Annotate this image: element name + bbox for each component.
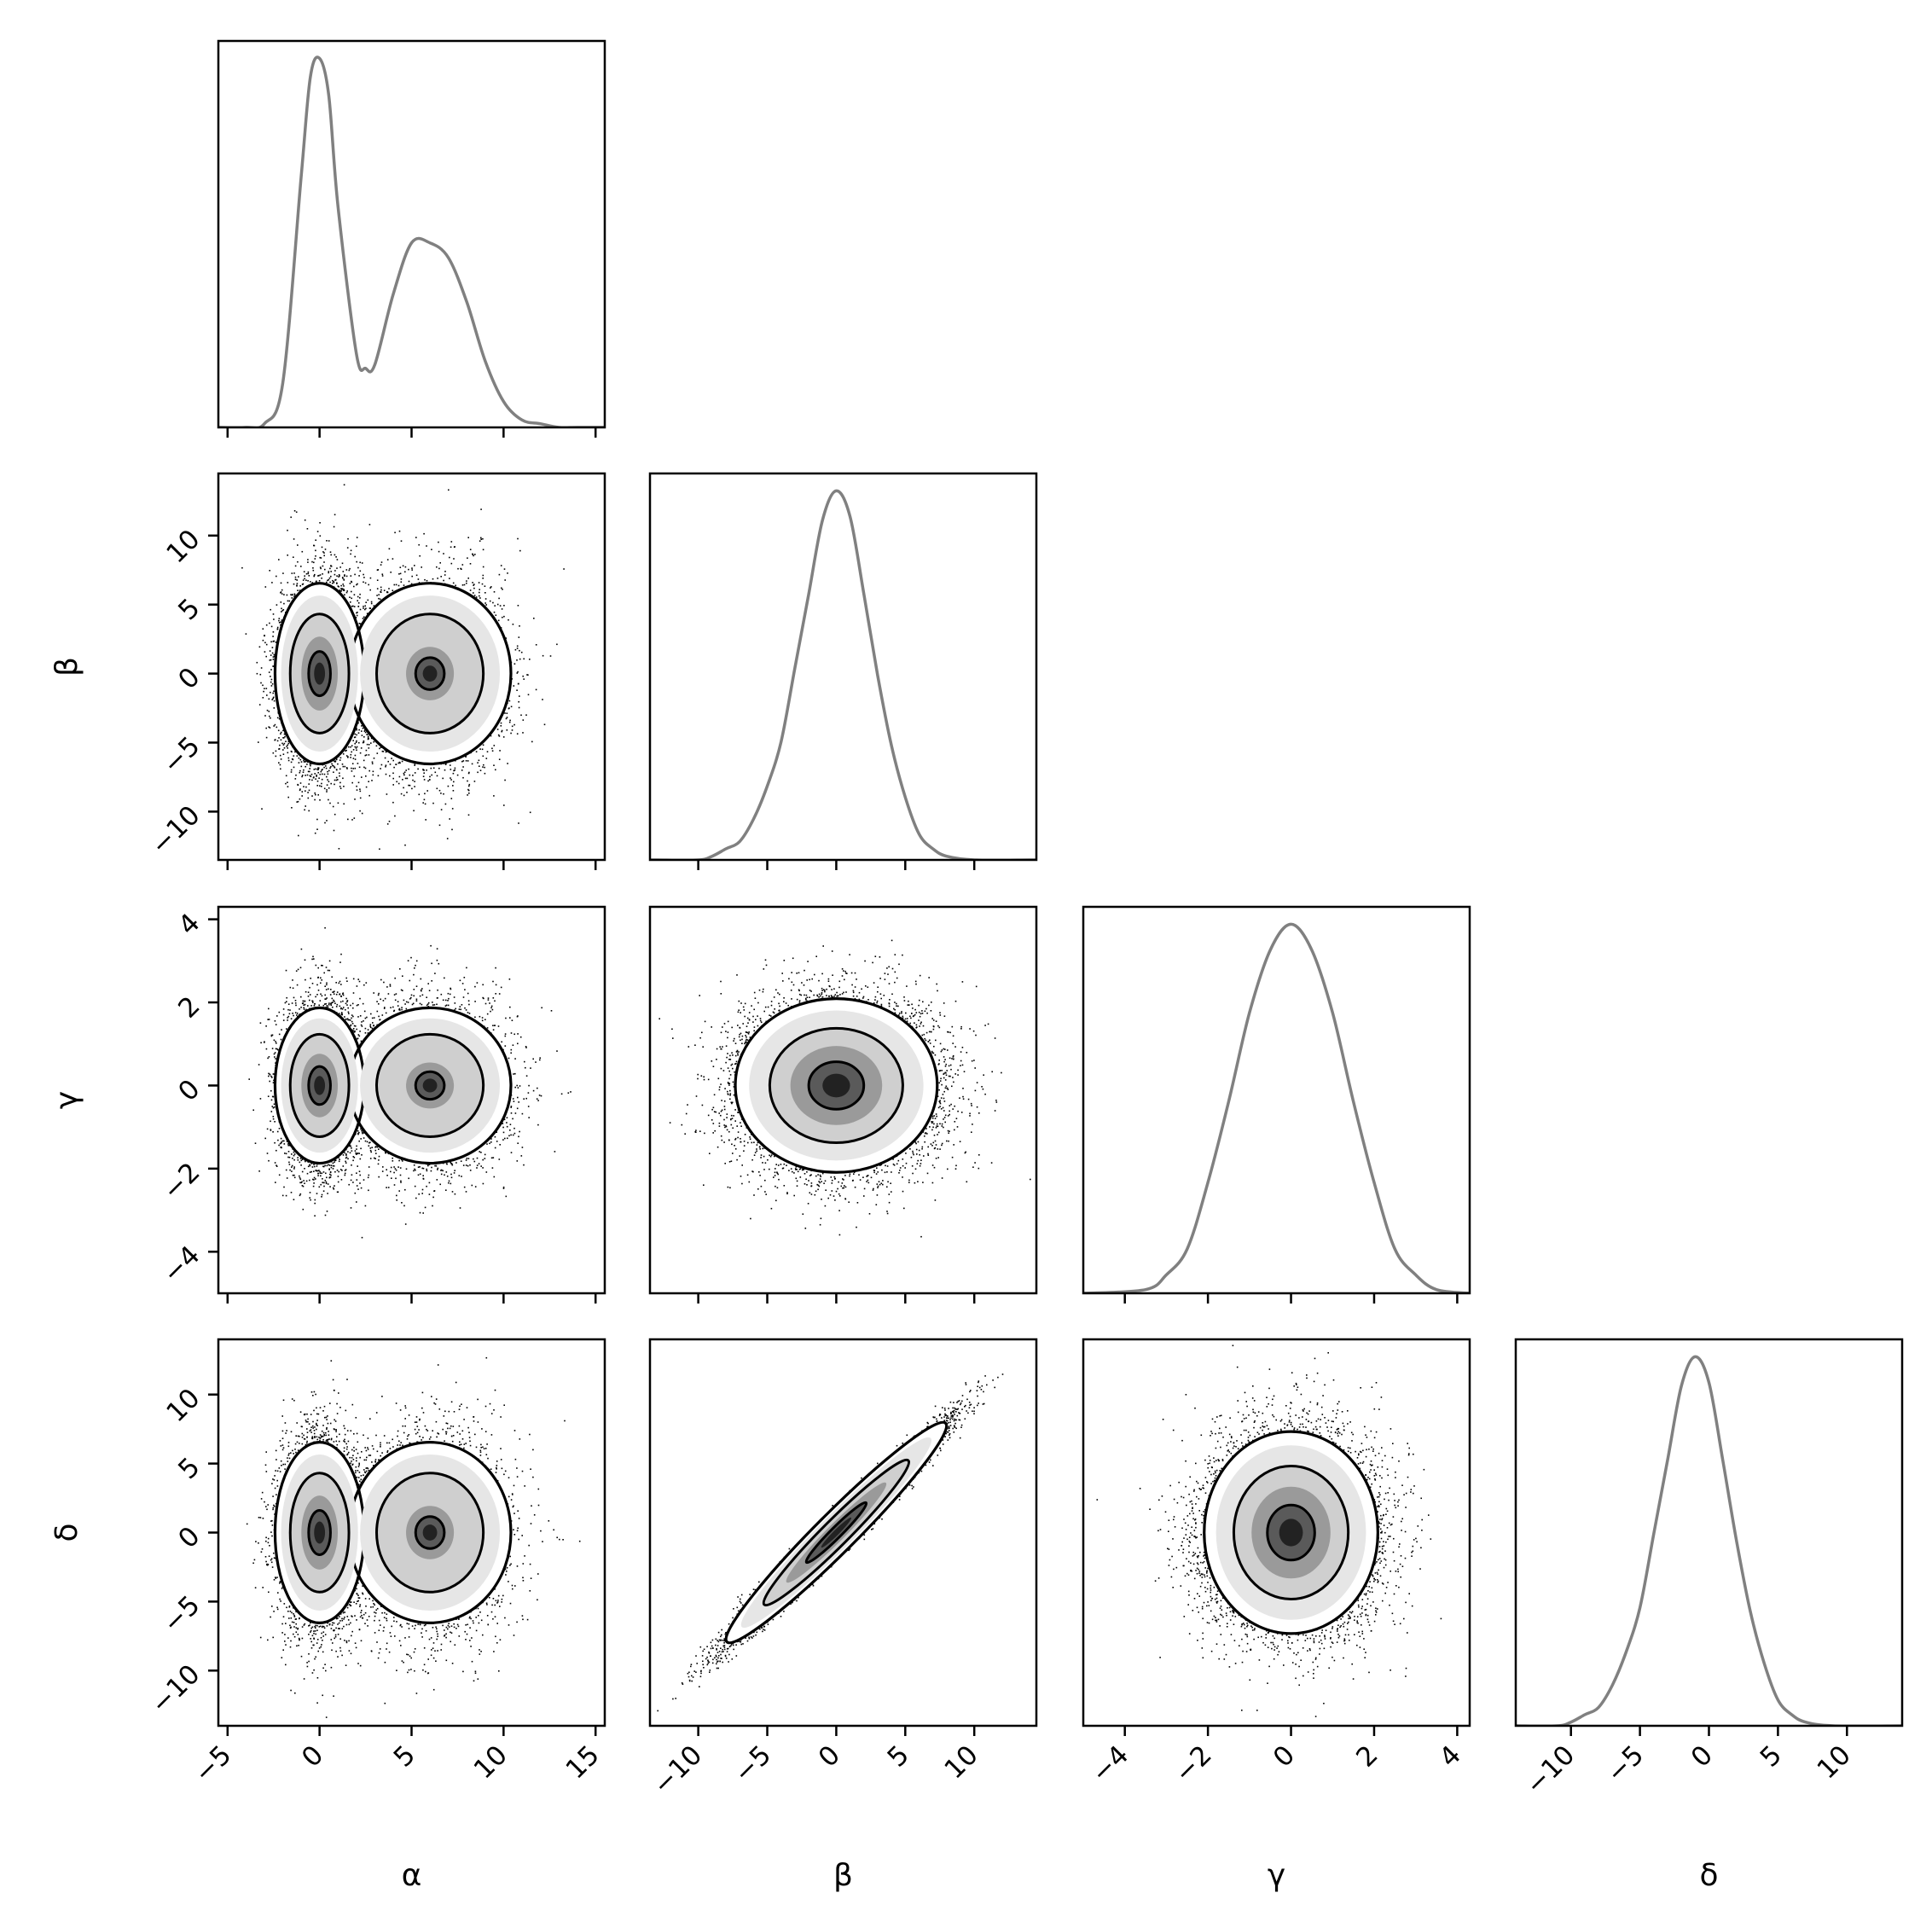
- x-tick-label-delta: −10: [1520, 1739, 1581, 1801]
- panel-frame-beta-beta: [648, 472, 1038, 862]
- y-tick-label-delta: 0: [172, 1521, 206, 1554]
- x-tick-label-beta: −5: [728, 1739, 777, 1789]
- y-tick-label-beta: 0: [172, 662, 206, 695]
- y-tick-label-beta: −5: [157, 731, 206, 781]
- y-axis-label-beta: β: [49, 657, 84, 676]
- x-tick-label-beta: 0: [813, 1739, 846, 1773]
- y-axis-label-delta: δ: [49, 1523, 84, 1542]
- x-tick-label-gamma: −4: [1086, 1739, 1135, 1789]
- x-tick-label-delta: 5: [1755, 1739, 1788, 1773]
- joint-panel-alpha-beta: [241, 484, 565, 851]
- y-tick-label-beta: −10: [145, 800, 206, 862]
- x-tick-label-delta: −5: [1601, 1739, 1651, 1789]
- y-tick-label-beta: 5: [172, 593, 206, 626]
- panel-frame-beta-delta: [648, 1338, 1038, 1727]
- density-contours: [734, 997, 939, 1174]
- y-tick-label-delta: −5: [157, 1590, 206, 1640]
- y-tick-label-gamma: 0: [172, 1074, 206, 1107]
- x-tick-label-gamma: 4: [1434, 1739, 1467, 1773]
- x-tick-label-gamma: 0: [1268, 1739, 1301, 1773]
- x-axis-label-beta: β: [833, 1858, 853, 1893]
- joint-panel-beta-delta: [657, 1373, 1004, 1712]
- y-tick-label-delta: 5: [172, 1452, 206, 1485]
- x-tick-label-gamma: 2: [1350, 1739, 1384, 1773]
- density-contours: [1203, 1430, 1379, 1635]
- x-tick-label-beta: 10: [939, 1739, 984, 1785]
- density-contours: [724, 1420, 949, 1645]
- x-tick-label-alpha: 10: [468, 1739, 513, 1785]
- x-tick-label-alpha: −5: [189, 1739, 238, 1789]
- hist-line-gamma: [1083, 922, 1470, 1293]
- x-tick-label-beta: −10: [647, 1739, 709, 1801]
- x-tick-label-alpha: 15: [560, 1739, 606, 1785]
- density-contours: [273, 582, 513, 766]
- x-tick-label-delta: 10: [1812, 1739, 1857, 1785]
- y-tick-label-delta: 10: [160, 1383, 206, 1428]
- density-contours: [273, 1441, 513, 1624]
- panel-frame-gamma-gamma: [1082, 905, 1471, 1295]
- hist-line-alpha: [218, 55, 605, 427]
- y-axis-label-gamma: γ: [49, 1091, 84, 1109]
- hist-line-delta: [1516, 1355, 1902, 1726]
- joint-panel-beta-gamma: [659, 939, 1031, 1238]
- x-tick-label-gamma: −2: [1169, 1739, 1218, 1789]
- x-tick-label-delta: 0: [1685, 1739, 1719, 1773]
- y-tick-label-delta: −10: [145, 1658, 206, 1720]
- density-contours: [273, 1006, 513, 1165]
- y-tick-label-beta: 10: [160, 524, 206, 569]
- panel-frame-beta-gamma: [648, 905, 1038, 1295]
- y-tick-label-gamma: −2: [157, 1157, 206, 1206]
- x-axis-label-gamma: γ: [1268, 1858, 1285, 1893]
- x-axis-label-delta: δ: [1699, 1858, 1718, 1893]
- y-tick-label-gamma: 4: [172, 908, 206, 941]
- x-tick-label-beta: 5: [882, 1739, 915, 1773]
- joint-panel-alpha-gamma: [248, 926, 571, 1239]
- x-tick-label-alpha: 0: [296, 1739, 329, 1773]
- panel-frame-gamma-delta: [1082, 1338, 1471, 1727]
- x-axis-label-alpha: α: [402, 1858, 422, 1893]
- panel-frame-alpha-alpha: [217, 39, 606, 429]
- y-tick-label-gamma: −4: [157, 1240, 206, 1290]
- x-tick-label-alpha: 5: [388, 1739, 421, 1773]
- y-tick-label-gamma: 2: [172, 990, 206, 1024]
- joint-panel-alpha-delta: [246, 1356, 581, 1718]
- panel-frame-delta-delta: [1514, 1338, 1904, 1727]
- joint-panel-gamma-delta: [1096, 1344, 1442, 1717]
- hist-line-beta: [650, 489, 1036, 860]
